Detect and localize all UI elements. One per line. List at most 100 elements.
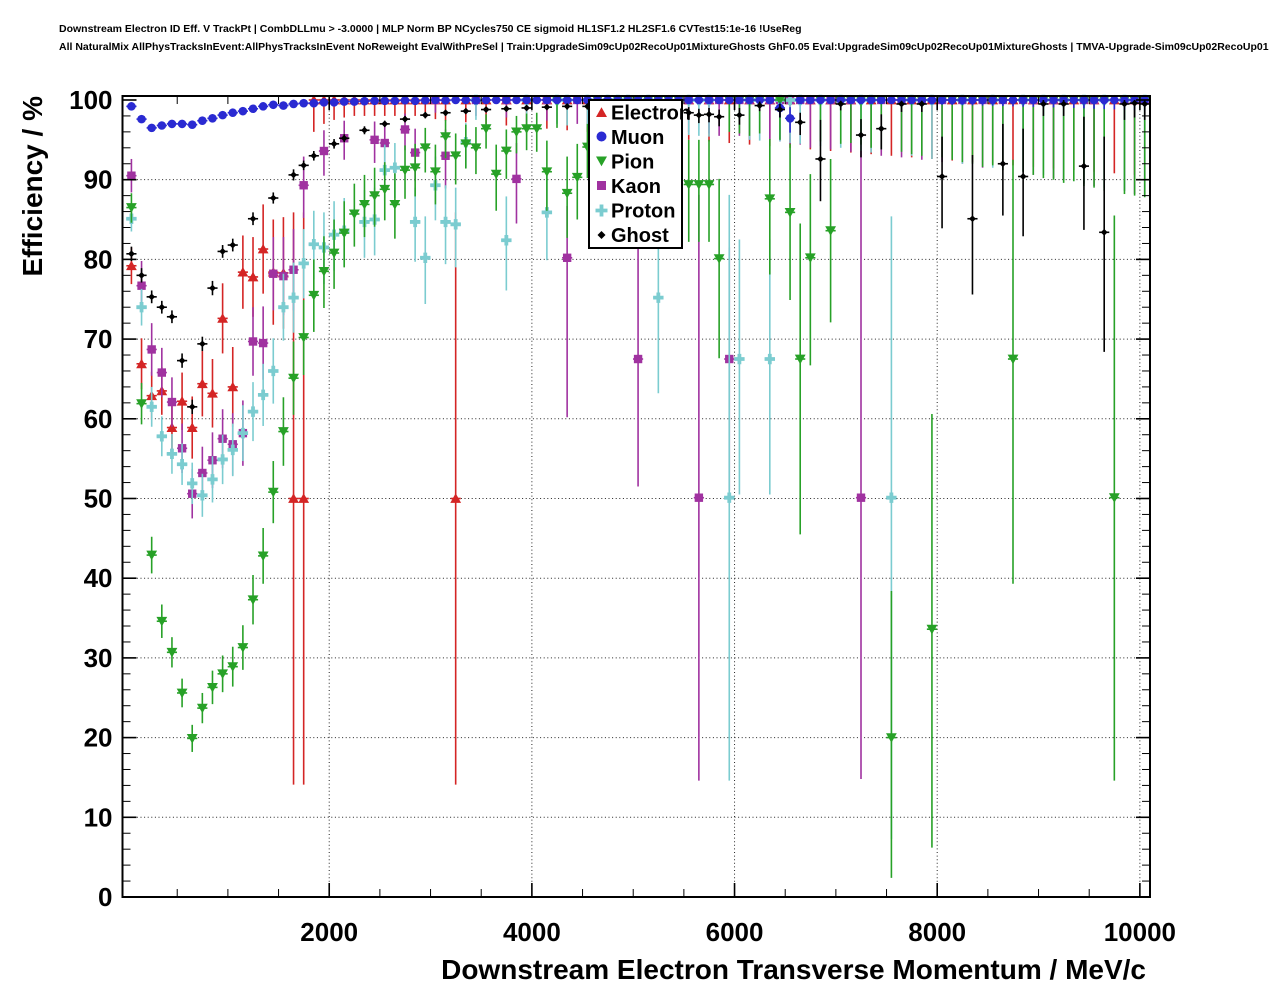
- data-point: [196, 703, 208, 714]
- data-point: [926, 624, 938, 635]
- legend-label: Kaon: [611, 176, 661, 198]
- data-point: [400, 125, 410, 134]
- data-point: [421, 111, 429, 119]
- kaon-marker-icon: [597, 181, 606, 190]
- data-point: [999, 160, 1007, 168]
- data-point: [279, 101, 288, 110]
- data-point: [804, 253, 816, 263]
- data-point: [390, 96, 400, 106]
- data-point: [1110, 95, 1119, 105]
- data-point: [450, 219, 461, 230]
- data-point: [460, 139, 472, 150]
- data-point: [1121, 100, 1128, 108]
- data-point: [694, 493, 704, 502]
- data-point: [695, 111, 703, 119]
- data-point: [938, 173, 946, 180]
- data-point: [278, 302, 289, 313]
- data-point: [543, 103, 551, 111]
- data-point: [318, 266, 330, 277]
- data-point: [704, 95, 714, 105]
- data-point: [764, 353, 776, 365]
- data-point: [137, 281, 146, 290]
- data-point: [542, 95, 552, 105]
- plot-title-line1: Downstream Electron ID Eff. V TrackPt | …: [59, 23, 802, 35]
- data-point: [784, 207, 796, 218]
- data-point: [328, 248, 340, 259]
- data-point: [288, 373, 299, 384]
- data-point: [237, 266, 249, 277]
- data-point: [389, 162, 401, 173]
- data-point: [207, 388, 218, 398]
- data-point: [462, 107, 470, 115]
- data-point: [299, 181, 308, 190]
- data-point: [1008, 95, 1018, 105]
- data-point: [451, 95, 460, 105]
- data-point: [491, 95, 501, 105]
- data-point: [776, 106, 784, 113]
- data-point: [724, 492, 735, 503]
- data-point: [268, 365, 279, 377]
- data-point: [158, 303, 166, 311]
- data-point: [887, 95, 896, 105]
- data-point: [227, 444, 238, 456]
- data-point: [998, 95, 1008, 105]
- y-tick-label: 30: [84, 643, 113, 673]
- data-point: [886, 733, 897, 743]
- data-point: [825, 226, 837, 236]
- data-point: [552, 95, 562, 105]
- data-point: [419, 143, 431, 154]
- data-point: [308, 239, 320, 250]
- legend: Electron Muon Pion Kaon Proton Ghost: [588, 99, 691, 249]
- data-point: [826, 95, 835, 105]
- data-point: [886, 492, 897, 503]
- data-point: [836, 95, 846, 105]
- data-point: [1018, 95, 1028, 105]
- y-tick-label: 50: [84, 483, 113, 513]
- data-point: [237, 427, 249, 439]
- data-point: [247, 271, 259, 282]
- data-point: [633, 354, 643, 364]
- data-point: [735, 95, 744, 105]
- data-point: [1089, 95, 1099, 105]
- data-point: [898, 100, 905, 108]
- data-point: [350, 97, 359, 106]
- electron-marker-icon: [596, 107, 607, 117]
- data-point: [248, 104, 258, 114]
- data-point: [806, 95, 815, 105]
- data-point: [348, 209, 360, 220]
- data-point: [937, 95, 947, 105]
- data-point: [300, 161, 308, 169]
- y-tick-label: 40: [84, 563, 113, 593]
- data-point: [572, 95, 582, 105]
- data-point: [310, 152, 318, 160]
- data-point: [187, 120, 197, 129]
- data-point: [440, 216, 451, 228]
- data-point: [288, 493, 299, 503]
- data-point: [817, 155, 824, 163]
- data-point: [907, 95, 916, 105]
- data-point: [1108, 493, 1120, 503]
- data-point: [947, 95, 957, 105]
- data-point: [176, 459, 188, 470]
- data-point: [693, 180, 705, 190]
- data-point: [268, 100, 278, 110]
- data-point: [795, 95, 805, 105]
- data-point: [410, 96, 420, 106]
- data-point: [126, 203, 137, 213]
- data-point: [562, 253, 572, 262]
- data-point: [298, 493, 310, 503]
- data-point: [198, 340, 206, 348]
- data-point: [969, 215, 976, 223]
- legend-box: [588, 99, 683, 249]
- data-point: [299, 98, 308, 108]
- muon-marker-icon: [596, 131, 607, 142]
- proton-marker-icon: [595, 204, 608, 217]
- data-point: [136, 399, 147, 409]
- legend-item-pion: Pion: [596, 152, 654, 174]
- plot-title-line2: All NaturalMix AllPhysTracksInEvent:AllP…: [59, 41, 1269, 53]
- y-tick-label: 60: [84, 404, 113, 434]
- data-point: [309, 98, 319, 108]
- data-point: [918, 100, 926, 108]
- data-point: [298, 258, 309, 269]
